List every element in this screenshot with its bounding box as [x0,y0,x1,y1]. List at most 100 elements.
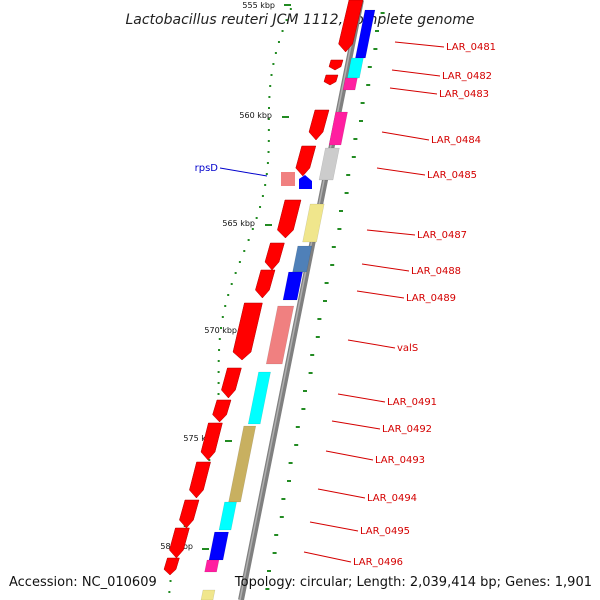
gc-tick [353,138,358,140]
gene-label[interactable]: LAR_0485 [427,170,477,181]
cog-block[interactable] [282,271,303,301]
cog-block[interactable] [302,203,325,243]
cog-block[interactable] [208,531,229,561]
gene-label[interactable]: LAR_0483 [439,89,489,100]
gc-skew-dot [261,195,264,197]
gc-skew-dot [208,459,211,461]
gene-arrow[interactable] [179,499,200,529]
gc-skew-dot [274,52,277,54]
gene-arrow[interactable] [328,59,344,71]
gc-skew-dot [255,217,258,219]
cog-block[interactable] [328,111,348,146]
cog-block[interactable] [347,57,364,79]
gc-tick [265,588,270,590]
rpsD-leader [219,167,268,177]
gene-label[interactable]: LAR_0494 [367,493,417,504]
cog-block[interactable] [355,9,376,59]
gene-labels: LAR_0481 LAR_0482 LAR_0483 LAR_0484 LAR_0485… [353,42,496,568]
gene-label[interactable]: LAR_0484 [431,135,481,146]
gene-arrow[interactable] [308,109,330,141]
gc-tick [359,120,363,122]
gc-tick [373,48,378,50]
cog-block[interactable] [318,147,340,181]
gene-label[interactable]: LAR_0482 [442,71,492,82]
gc-tick [317,318,322,320]
gene-label[interactable]: LAR_0488 [411,266,461,277]
gc-tick [308,372,313,374]
cog-block[interactable] [265,305,295,365]
gene-arrow[interactable] [338,0,364,53]
gene-label[interactable]: LAR_0492 [382,424,432,435]
cog-block[interactable] [292,245,313,273]
gc-tick [330,264,335,266]
rpsD-feature[interactable] [281,172,295,186]
gc-skew-dot [269,85,272,87]
label-leader [317,488,366,499]
gc-skew-dot [268,96,271,98]
gene-arrow[interactable] [221,367,242,399]
gc-skew-dot [221,316,224,318]
gene-label[interactable]: LAR_0496 [353,557,403,568]
gene-arrow[interactable] [163,557,180,576]
gene-arrow[interactable] [277,199,302,239]
gc-tick [281,498,286,500]
cog-block[interactable] [204,559,220,573]
gc-skew-dot [218,349,221,351]
kbp-label-555: 555 kbp [242,1,275,10]
gc-tick [346,174,351,176]
gene-arrow[interactable] [323,74,339,86]
gene-arrow[interactable] [232,302,263,361]
gc-tick [315,336,320,338]
gc-tick [301,408,306,410]
label-leader [391,69,441,77]
gc-skew-dot [227,294,230,296]
gene-arrow[interactable] [169,527,190,559]
gene-label[interactable]: LAR_0495 [360,526,410,537]
genome-backbone-highlight [239,0,361,600]
gc-tick [267,570,271,572]
gene-arrow[interactable] [295,145,317,177]
cog-block[interactable] [247,371,271,425]
gc-tick [279,516,284,518]
gene-arrow[interactable] [212,399,232,423]
gc-tick [272,552,277,554]
gc-tick [367,66,372,68]
label-leader [376,167,426,176]
label-leader [361,263,410,272]
rpsD-label[interactable]: rpsD [195,163,219,174]
label-leader [366,229,416,236]
gene-arrow[interactable] [189,461,211,499]
gene-label[interactable]: LAR_0481 [446,42,496,53]
gene-arrow[interactable] [255,269,276,299]
label-leader [389,87,438,95]
label-leader [309,521,359,532]
gc-tick [339,210,343,212]
gc-tick [324,282,329,284]
kbp-label-575: 575 kbp [183,434,216,443]
gene-label[interactable]: LAR_0491 [387,397,437,408]
gene-label[interactable]: LAR_0489 [406,293,456,304]
gc-tick [295,426,300,428]
gene-label[interactable]: valS [397,343,418,354]
label-leader [303,551,352,563]
gene-arrow[interactable] [200,422,223,461]
cog-block[interactable] [228,425,257,503]
gc-tick [310,354,315,356]
kbp-mark [284,4,291,6]
label-leader [325,450,374,461]
gene-label[interactable]: LAR_0487 [417,230,467,241]
gc-tick [351,156,356,158]
gc-skew-dot [267,151,270,153]
cog-block[interactable] [200,589,216,600]
gene-label[interactable]: LAR_0493 [375,455,425,466]
rpsD-gene-arrow[interactable] [299,175,312,189]
topology-text: Topology: circular; Length: 2,039,414 bp… [234,575,592,590]
cog-track [200,9,376,600]
gc-skew-dot [217,371,220,373]
kbp-mark [282,116,289,118]
gc-skew-dot [217,360,220,362]
gc-skew-dot [259,206,262,208]
cog-block[interactable] [218,501,237,531]
gene-arrow[interactable] [264,242,285,271]
cog-block[interactable] [342,77,358,91]
